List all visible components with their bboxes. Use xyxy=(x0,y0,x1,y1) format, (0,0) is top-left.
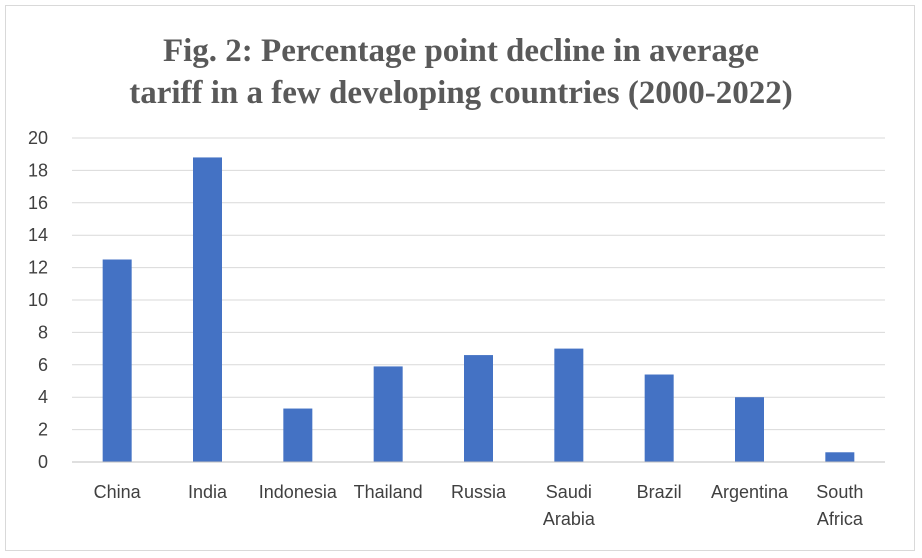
x-category-label: Brazil xyxy=(637,482,682,502)
x-category-label-line: Thailand xyxy=(354,482,423,502)
x-category-label: South Africa xyxy=(816,482,864,529)
bar xyxy=(554,348,584,462)
x-axis-labels: China India Indonesia Thailand Russia Saudi Ar… xyxy=(94,482,864,529)
bar xyxy=(464,355,493,462)
x-category-label: Argentina xyxy=(711,482,789,502)
x-category-label: China xyxy=(94,482,142,502)
y-tick-label: 8 xyxy=(38,322,48,342)
x-category-label-line: Indonesia xyxy=(259,482,338,502)
chart-title: Fig. 2: Percentage point decline in aver… xyxy=(0,30,922,114)
bar xyxy=(373,366,403,462)
y-tick-label: 2 xyxy=(38,420,48,440)
bar xyxy=(644,374,674,462)
x-category-label-line: China xyxy=(94,482,142,502)
bar xyxy=(283,408,313,462)
x-category-label-line: Africa xyxy=(817,509,864,529)
x-category-label-line: Saudi xyxy=(546,482,592,502)
y-axis-ticks: 0 2 4 6 8 10 12 14 16 18 20 xyxy=(28,128,48,472)
x-category-label-line: India xyxy=(188,482,228,502)
x-category-label-line: Russia xyxy=(451,482,507,502)
chart-title-line-1: Fig. 2: Percentage point decline in aver… xyxy=(162,33,759,69)
x-category-label-line: Brazil xyxy=(637,482,682,502)
bars xyxy=(102,157,855,462)
y-tick-label: 12 xyxy=(28,258,48,278)
bar xyxy=(102,259,132,462)
x-category-label-line: Argentina xyxy=(711,482,789,502)
x-category-label: Indonesia xyxy=(259,482,338,502)
y-tick-label: 0 xyxy=(38,452,48,472)
bar xyxy=(825,452,855,462)
x-category-label: Thailand xyxy=(354,482,423,502)
x-category-label: Russia xyxy=(451,482,507,502)
bar xyxy=(735,397,764,462)
y-tick-label: 20 xyxy=(28,128,48,148)
y-tick-label: 6 xyxy=(38,355,48,375)
bar xyxy=(193,157,222,462)
y-tick-label: 14 xyxy=(28,225,48,245)
y-tick-label: 18 xyxy=(28,160,48,180)
x-category-label-line: Arabia xyxy=(543,509,596,529)
y-tick-label: 10 xyxy=(28,290,48,310)
chart-title-line-2: tariff in a few developing countries (20… xyxy=(129,75,793,111)
x-category-label: Saudi Arabia xyxy=(543,482,596,529)
y-tick-label: 16 xyxy=(28,193,48,213)
y-tick-label: 4 xyxy=(38,387,48,407)
x-category-label-line: South xyxy=(816,482,863,502)
x-category-label: India xyxy=(188,482,228,502)
